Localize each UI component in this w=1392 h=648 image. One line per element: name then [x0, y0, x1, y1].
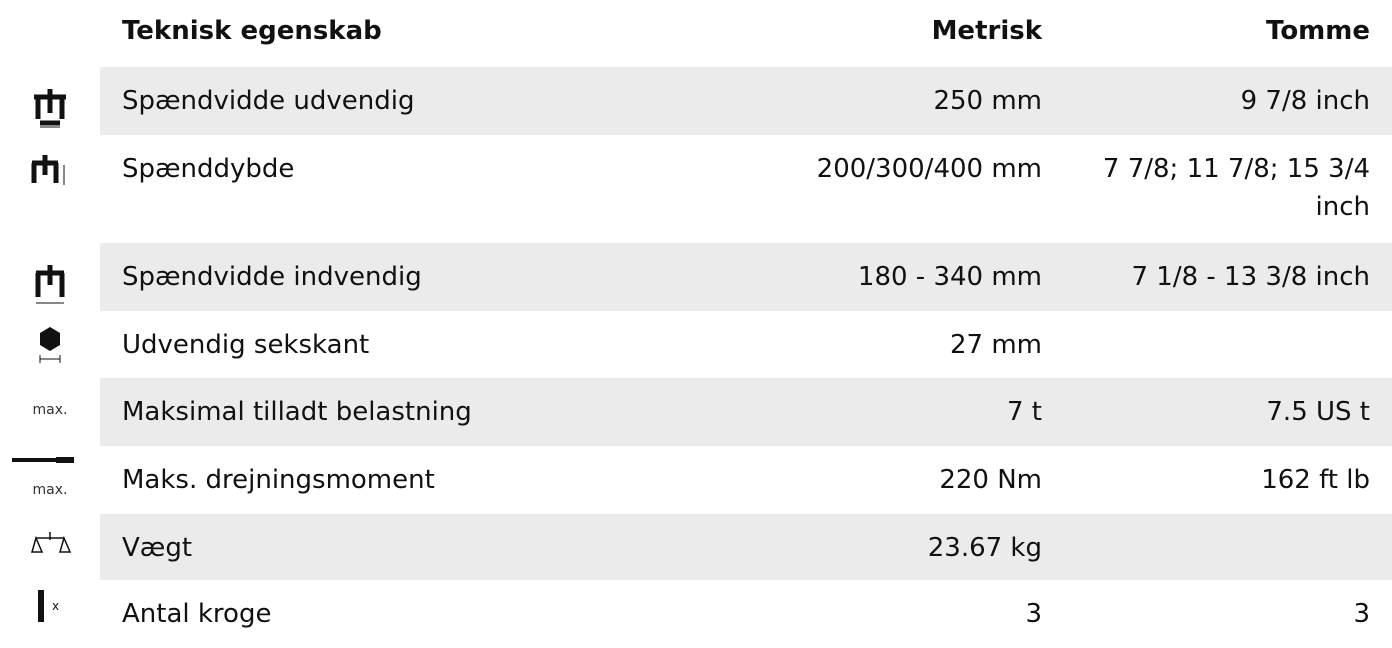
- property-name: Spænddybde: [122, 154, 295, 184]
- property-name: Antal kroge: [122, 599, 272, 629]
- row-icon: [31, 532, 72, 553]
- metric-value: 7 t: [1006, 397, 1042, 427]
- metric-value: 250 mm: [933, 86, 1042, 116]
- header-cell: Metrisk: [931, 16, 1042, 46]
- metric-value: 23.67 kg: [927, 533, 1042, 563]
- table-row: Vægt 23.67 kg: [0, 514, 1392, 580]
- imperial-value: 7 7/8; 11 7/8; 15 3/4 inch: [1102, 154, 1370, 222]
- icon-label: max.: [32, 482, 68, 498]
- row-icon: [12, 457, 74, 463]
- page: Teknisk egenskab Metrisk Tomme Spændvidd…: [0, 0, 1392, 634]
- metric-value: 200/300/400 mm: [816, 154, 1042, 184]
- property-name: Spændvidde udvendig: [122, 86, 415, 116]
- row-icon: [34, 89, 66, 128]
- imperial-value: 7.5 US t: [1266, 397, 1370, 427]
- row-background: [100, 514, 1392, 580]
- svg-text:x: x: [52, 599, 59, 613]
- property-name: Spændvidde indvendig: [122, 262, 422, 292]
- metric-value: 180 - 340 mm: [857, 262, 1042, 292]
- table-row: Spændvidde indvendig 180 - 340 mm 7 1/8 - …: [0, 243, 1392, 311]
- property-name: Maksimal tilladt belastning: [122, 397, 472, 427]
- table-row: Spændvidde udvendig 250 mm 9 7/8 inch: [0, 67, 1392, 135]
- table-row: max. Maksimal tilladt belastning 7 t 7.5 US…: [0, 378, 1392, 446]
- imperial-value: 9 7/8 inch: [1240, 86, 1370, 116]
- property-name: Maks. drejningsmoment: [122, 465, 435, 495]
- row-icon: [31, 155, 65, 185]
- metric-value: 3: [1025, 599, 1042, 629]
- header-cell: Teknisk egenskab: [122, 16, 382, 46]
- table-row: x Antal kroge 3 3: [0, 580, 1392, 634]
- property-name: Vægt: [122, 533, 193, 563]
- metric-value: 220 Nm: [939, 465, 1042, 495]
- row-icon: [35, 265, 65, 304]
- row-background: [100, 378, 1392, 446]
- imperial-value: 3: [1353, 599, 1370, 629]
- table-row: Udvendig sekskant 27 mm: [0, 311, 1392, 378]
- row-icon: x: [38, 590, 59, 622]
- property-name: Udvendig sekskant: [122, 330, 370, 360]
- row-background: [100, 243, 1392, 311]
- header-cell: Tomme: [1266, 16, 1370, 46]
- icon-label: max.: [32, 402, 68, 418]
- imperial-value: 162 ft lb: [1261, 465, 1370, 495]
- metric-value: 27 mm: [949, 330, 1042, 360]
- row-background: [100, 67, 1392, 135]
- header-row: Teknisk egenskab Metrisk Tomme: [0, 0, 1392, 66]
- table-row: max. Maks. drejningsmoment 220 Nm 162 ft lb: [0, 446, 1392, 514]
- row-icon: [39, 327, 61, 363]
- imperial-value: 7 1/8 - 13 3/8 inch: [1131, 262, 1371, 292]
- table-row: Spænddybde 200/300/400 mm 7 7/8; 11 7/8; 1…: [0, 135, 1392, 243]
